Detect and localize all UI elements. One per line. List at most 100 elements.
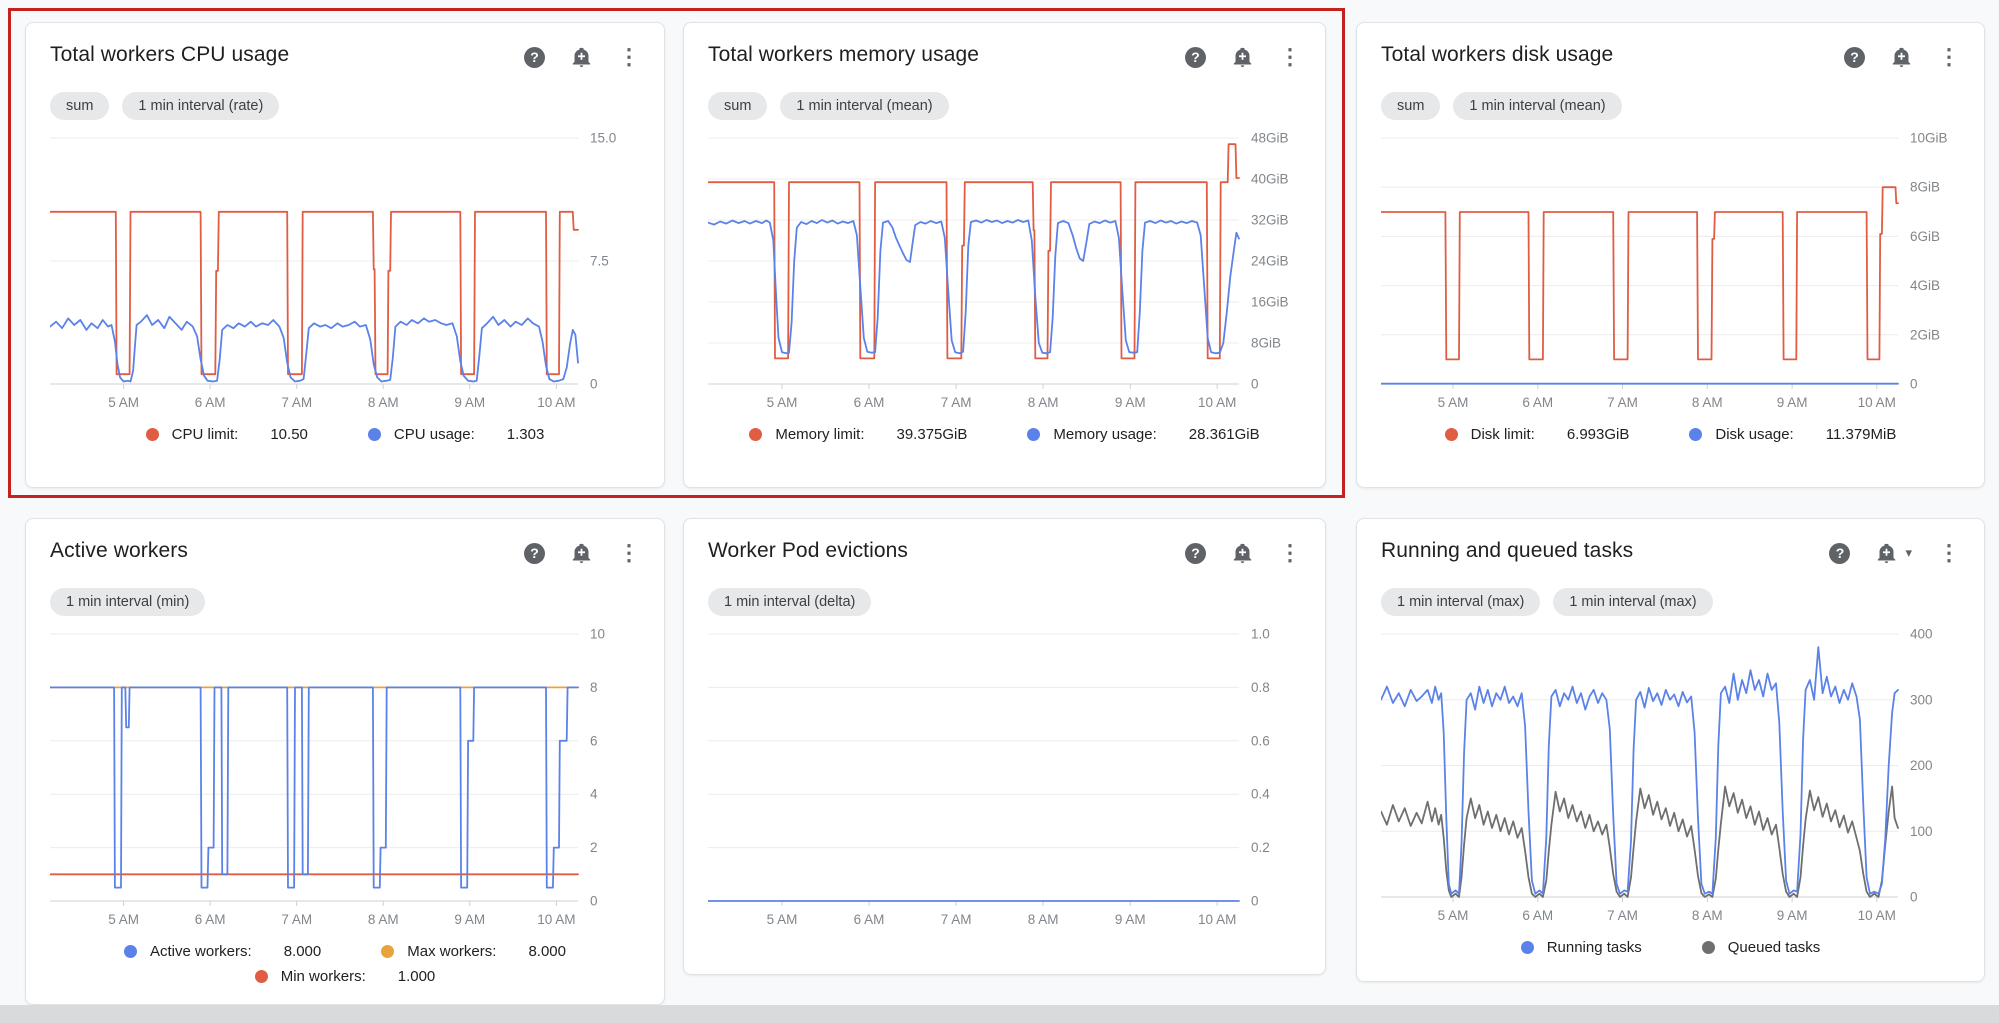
- query-chips: sum 1 min interval (rate): [50, 92, 640, 120]
- svg-text:2: 2: [590, 840, 598, 855]
- legend-cpu-usage: CPU usage: 1.303: [367, 426, 545, 443]
- svg-text:40GiB: 40GiB: [1251, 172, 1289, 187]
- help-icon[interactable]: ?: [524, 46, 545, 68]
- interval-chip: 1 min interval (min): [50, 588, 206, 616]
- svg-text:10: 10: [590, 627, 605, 642]
- chart-legend-row-2: Min workers: 1.000: [50, 968, 640, 985]
- aggregation-chip: sum: [1381, 92, 1441, 120]
- help-icon[interactable]: ?: [1844, 46, 1865, 68]
- query-chips: 1 min interval (min): [50, 588, 640, 616]
- svg-text:8 AM: 8 AM: [1028, 912, 1059, 927]
- legend-label: Running tasks: [1546, 939, 1642, 956]
- aggregation-chip: sum: [50, 92, 110, 120]
- interval-chip-queued: 1 min interval (max): [1553, 588, 1713, 616]
- svg-text:5 AM: 5 AM: [767, 912, 798, 927]
- more-options-icon[interactable]: ⋮: [618, 44, 640, 69]
- legend-queued-tasks: Queued tasks: [1701, 939, 1821, 956]
- more-options-icon[interactable]: ⋮: [1938, 44, 1960, 69]
- svg-text:9 AM: 9 AM: [1777, 908, 1808, 923]
- legend-value: 28.361GiB: [1188, 426, 1260, 443]
- interval-chip-running: 1 min interval (max): [1381, 588, 1541, 616]
- cpu-usage-swatch: [367, 428, 381, 441]
- svg-text:100: 100: [1910, 824, 1933, 839]
- svg-text:5 AM: 5 AM: [767, 395, 798, 410]
- legend-value: 1.303: [506, 426, 545, 443]
- help-icon[interactable]: ?: [1185, 542, 1206, 564]
- legend-label: CPU limit:: [171, 426, 239, 443]
- query-chips: sum 1 min interval (mean): [1381, 92, 1960, 120]
- queued-tasks-swatch: [1701, 941, 1715, 954]
- legend-min-workers: Min workers: 1.000: [254, 968, 435, 985]
- svg-text:0.8: 0.8: [1251, 680, 1270, 695]
- svg-text:7 AM: 7 AM: [941, 395, 972, 410]
- memory-usage-swatch: [1027, 428, 1041, 441]
- chart-title: Total workers disk usage: [1381, 43, 1614, 66]
- add-alert-icon[interactable]: [1232, 47, 1253, 68]
- card-actions: ? ▾ ⋮: [1829, 542, 1960, 564]
- help-icon[interactable]: ?: [1829, 542, 1851, 564]
- disk-usage-chart[interactable]: 10GiB 8GiB 6GiB 4GiB 2GiB 0 5 AM 6 AM 7 AM 8 AM 9 …: [1381, 130, 1962, 418]
- interval-chip: 1 min interval (rate): [122, 92, 280, 120]
- add-alert-icon[interactable]: [571, 47, 592, 68]
- more-options-icon[interactable]: ⋮: [1279, 540, 1301, 565]
- svg-text:6GiB: 6GiB: [1910, 229, 1940, 244]
- card-active-workers: Active workers ? ⋮ 1 min interval (min) …: [25, 518, 665, 1005]
- svg-text:10 AM: 10 AM: [1198, 912, 1236, 927]
- svg-text:0: 0: [1910, 890, 1918, 905]
- more-options-icon[interactable]: ⋮: [1938, 540, 1960, 565]
- svg-text:8: 8: [590, 680, 598, 695]
- svg-text:9 AM: 9 AM: [1777, 395, 1808, 410]
- legend-disk-usage: Disk usage: 11.379MiB: [1689, 426, 1896, 443]
- query-chips: 1 min interval (max) 1 min interval (max…: [1381, 588, 1960, 616]
- active-workers-swatch: [124, 945, 137, 958]
- add-alert-icon[interactable]: [1232, 543, 1253, 564]
- svg-text:0: 0: [1251, 377, 1259, 392]
- legend-label: Queued tasks: [1727, 939, 1821, 956]
- legend-label: CPU usage:: [393, 426, 475, 443]
- memory-usage-chart[interactable]: 48GiB 40GiB 32GiB 24GiB 16GiB 8GiB 0 5 AM 6 AM 7 …: [708, 130, 1303, 418]
- add-alert-icon[interactable]: [571, 543, 592, 564]
- memory-limit-swatch: [749, 428, 763, 441]
- svg-text:0.6: 0.6: [1251, 733, 1270, 748]
- svg-text:0.4: 0.4: [1251, 787, 1270, 802]
- legend-cpu-limit: CPU limit: 10.50: [145, 426, 308, 443]
- more-options-icon[interactable]: ⋮: [1279, 44, 1301, 69]
- svg-text:6 AM: 6 AM: [1522, 908, 1553, 923]
- legend-value: 8.000: [283, 943, 322, 960]
- svg-text:4GiB: 4GiB: [1910, 278, 1940, 293]
- chart-legend: Running tasks Queued tasks: [1381, 939, 1960, 956]
- svg-text:48GiB: 48GiB: [1251, 131, 1289, 146]
- svg-text:8 AM: 8 AM: [368, 395, 399, 410]
- svg-text:7 AM: 7 AM: [1607, 395, 1638, 410]
- chart-title: Total workers memory usage: [708, 43, 980, 66]
- svg-text:1.0: 1.0: [1251, 627, 1270, 642]
- running-queued-tasks-chart[interactable]: 400 300 200 100 0 5 AM 6 AM 7 AM 8 AM 9 AM 10 AM: [1381, 626, 1962, 931]
- svg-text:24GiB: 24GiB: [1251, 254, 1289, 269]
- svg-text:0: 0: [590, 377, 598, 392]
- help-icon[interactable]: ?: [524, 542, 545, 564]
- query-chips: 1 min interval (delta): [708, 588, 1301, 616]
- legend-label: Min workers:: [280, 968, 366, 985]
- legend-label: Active workers:: [150, 943, 252, 960]
- add-alert-icon[interactable]: [1891, 47, 1912, 68]
- svg-text:300: 300: [1910, 692, 1933, 707]
- legend-label: Disk limit:: [1470, 426, 1535, 443]
- svg-text:10 AM: 10 AM: [537, 912, 575, 927]
- worker-pod-evictions-chart[interactable]: 1.0 0.8 0.6 0.4 0.2 0 5 AM 6 AM 7 AM 8 AM 9 AM 10 A…: [708, 626, 1303, 935]
- legend-memory-limit: Memory limit: 39.375GiB: [749, 426, 967, 443]
- svg-text:32GiB: 32GiB: [1251, 213, 1289, 228]
- more-options-icon[interactable]: ⋮: [618, 540, 640, 565]
- svg-text:0.2: 0.2: [1251, 840, 1270, 855]
- svg-text:7 AM: 7 AM: [281, 395, 312, 410]
- svg-text:5 AM: 5 AM: [108, 395, 139, 410]
- legend-max-workers: Max workers: 8.000: [381, 943, 566, 960]
- svg-text:10 AM: 10 AM: [1858, 908, 1896, 923]
- cpu-usage-chart[interactable]: 15.0 7.5 0 5 AM 6 AM 7 AM 8 AM 9 AM 10 AM: [50, 130, 642, 418]
- alert-dropdown-caret-icon[interactable]: ▾: [1905, 545, 1912, 560]
- add-alert-icon[interactable]: [1876, 543, 1897, 564]
- svg-text:10 AM: 10 AM: [1198, 395, 1236, 410]
- help-icon[interactable]: ?: [1185, 46, 1206, 68]
- active-workers-chart[interactable]: 10 8 6 4 2 0 5 AM 6 AM 7 AM 8 AM 9 AM 10 AM: [50, 626, 642, 935]
- svg-text:10 AM: 10 AM: [1858, 395, 1896, 410]
- svg-text:6: 6: [590, 733, 598, 748]
